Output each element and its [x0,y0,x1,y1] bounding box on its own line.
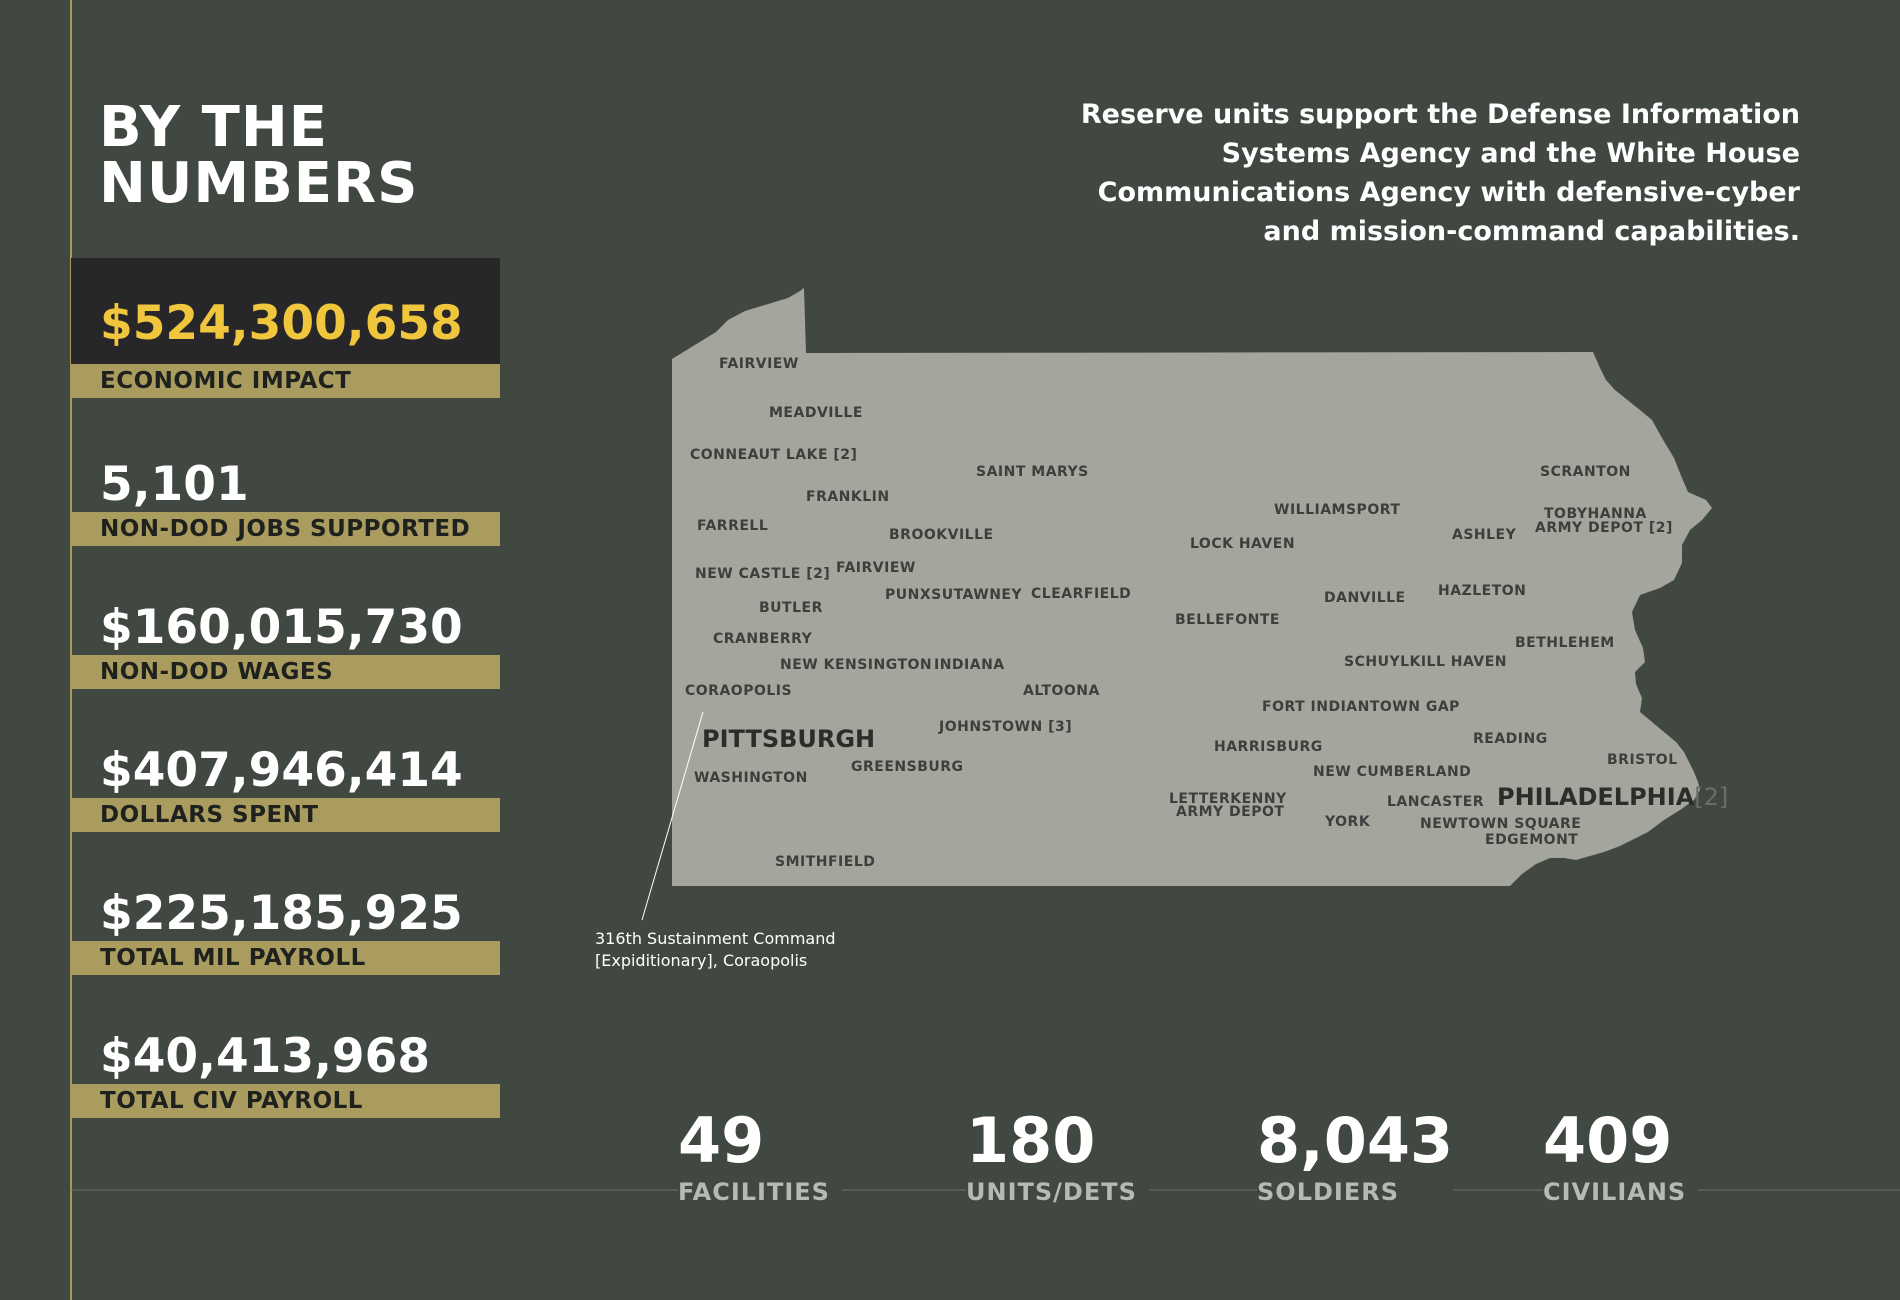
city-label: NEW CASTLE [2] [695,566,831,582]
city-label: WASHINGTON [694,770,808,786]
stat-civ-payroll: $40,413,968 TOTAL CIV PAYROLL [71,1029,500,1118]
title-line-1: BY THE [99,95,328,160]
city-label: CORAOPOLIS [685,683,793,699]
count-label: FACILITIES [678,1178,842,1206]
city-label: MEADVILLE [769,405,863,421]
count-civilians: 409 CIVILIANS [1543,1104,1699,1206]
stat-highlight-box: $524,300,658 [71,258,500,364]
city-label-pittsburgh: PITTSBURGH [702,725,876,753]
intro-line-1: Reserve units support the Defense Inform… [1080,99,1800,130]
count-value: 180 [966,1104,1096,1177]
city-label: SMITHFIELD [775,854,876,870]
stat-value: $407,946,414 [100,743,463,798]
stat-jobs-supported: 5,101 NON-DOD JOBS SUPPORTED [71,457,500,546]
city-label: GREENSBURG [851,759,964,775]
philadelphia-count: [2] [1694,783,1729,811]
city-label: DANVILLE [1324,590,1406,606]
stat-mil-payroll: $225,185,925 TOTAL MIL PAYROLL [71,886,500,975]
stat-value: 5,101 [100,457,249,512]
city-label: BUTLER [759,600,823,616]
stat-value: $160,015,730 [100,600,463,655]
intro-line-2: Systems Agency and the White House [1221,138,1800,169]
callout-line [641,711,704,921]
title-line-2: NUMBERS [99,151,419,216]
city-label: HAZLETON [1438,583,1527,599]
city-label: WILLIAMSPORT [1274,502,1401,518]
stat-label: NON-DOD JOBS SUPPORTED [71,512,500,546]
stat-value: $40,413,968 [100,1029,431,1084]
city-label: FAIRVIEW [719,356,799,372]
pennsylvania-state-shape [672,288,1712,886]
intro-line-4: and mission-command capabilities. [1263,216,1800,247]
city-label: JOHNSTOWN [3] [939,719,1073,735]
stat-economic-impact: $524,300,658 ECONOMIC IMPACT [71,258,500,398]
city-label: FRANKLIN [806,489,890,505]
city-label: BRISTOL [1607,752,1678,768]
city-label: FORT INDIANTOWN GAP [1262,699,1460,715]
city-label: CRANBERRY [713,631,813,647]
count-label: SOLDIERS [1257,1178,1454,1206]
count-value: 409 [1543,1104,1673,1177]
intro-line-3: Communications Agency with defensive-cyb… [1097,177,1800,208]
page-title: BY THE NUMBERS [99,100,418,212]
count-soldiers: 8,043 SOLDIERS [1257,1104,1454,1206]
city-label: ASHLEY [1452,527,1517,543]
callout-line-2: [Expiditionary], Coraopolis [595,951,808,970]
city-label: NEW CUMBERLAND [1313,764,1472,780]
city-label: BETHLEHEM [1515,635,1615,651]
city-label: BELLEFONTE [1175,612,1280,628]
city-label: FARRELL [697,518,769,534]
city-label: ARMY DEPOT [2] [1535,520,1673,536]
stat-label: TOTAL MIL PAYROLL [71,941,500,975]
city-label: ALTOONA [1023,683,1100,699]
stat-label: TOTAL CIV PAYROLL [71,1084,500,1118]
count-label: UNITS/DETS [966,1178,1149,1206]
city-label: NEW KENSINGTON [780,657,933,673]
philadelphia-name: PHILADELPHIA [1497,783,1695,811]
stat-label: ECONOMIC IMPACT [71,364,500,398]
stat-label: DOLLARS SPENT [71,798,500,832]
city-label: FAIRVIEW [836,560,916,576]
city-label: CONNEAUT LAKE [2] [690,447,858,463]
city-label: LANCASTER [1387,794,1485,810]
city-label: CLEARFIELD [1031,586,1132,602]
city-label: TOBYHANNA [1544,506,1647,522]
callout-note: 316th Sustainment Command [Expiditionary… [595,928,836,972]
city-label: PUNXSUTAWNEY [885,587,1023,603]
city-label: EDGEMONT [1485,832,1579,848]
city-label: READING [1473,731,1548,747]
city-label: HARRISBURG [1214,739,1323,755]
city-label: BROOKVILLE [889,527,994,543]
stat-wages: $160,015,730 NON-DOD WAGES [71,600,500,689]
count-facilities: 49 FACILITIES [678,1110,842,1206]
stat-label: NON-DOD WAGES [71,655,500,689]
intro-text: Reserve units support the Defense Inform… [1000,95,1800,251]
stat-dollars-spent: $407,946,414 DOLLARS SPENT [71,743,500,832]
count-value: 8,043 [1257,1104,1454,1177]
left-rule [70,0,72,1300]
city-label: LOCK HAVEN [1190,536,1296,552]
city-label: NEWTOWN SQUARE [1420,816,1582,832]
city-label-philadelphia: PHILADELPHIA[2] [1497,785,1728,809]
city-label: ARMY DEPOT [1176,804,1285,820]
city-label: SAINT MARYS [976,464,1089,480]
callout-line-1: 316th Sustainment Command [595,929,836,948]
city-label: INDIANA [934,657,1005,673]
city-label: LETTERKENNY [1169,791,1287,807]
count-value: 49 [678,1104,765,1177]
count-label: CIVILIANS [1543,1178,1699,1206]
stat-value: $225,185,925 [100,886,463,941]
city-label: YORK [1325,814,1371,830]
city-label: SCRANTON [1540,464,1631,480]
city-label: SCHUYLKILL HAVEN [1344,654,1507,670]
count-units: 180 UNITS/DETS [966,1110,1149,1206]
stat-value: $524,300,658 [100,296,463,351]
